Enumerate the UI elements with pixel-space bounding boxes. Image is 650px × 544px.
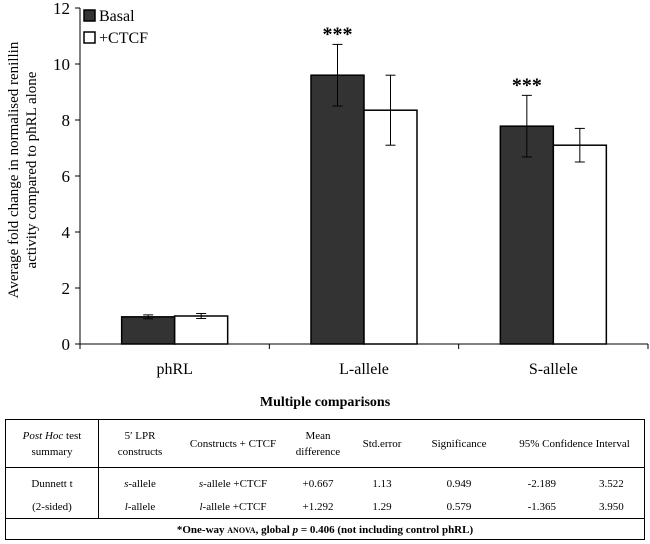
significance-label: *** <box>323 23 353 45</box>
table-header-row: Post Hoc test summary 5′ LPR constructs … <box>6 420 644 468</box>
bar <box>363 109 418 345</box>
test-sided: (2-sided) <box>6 495 99 519</box>
bars: *** *** <box>120 23 608 345</box>
table-footnote-row: *One-way anova, global p = 0.406 (not in… <box>6 518 644 541</box>
comparison-table: Post Hoc test summary 5′ LPR constructs … <box>5 419 645 541</box>
ci-low-cell: -2.189 <box>527 477 557 490</box>
construct-cell: s-allele <box>124 477 156 490</box>
header-stderr: Std.error <box>351 420 413 468</box>
x-tick-label: S-allele <box>529 361 578 378</box>
y-tick-label: 2 <box>62 279 71 298</box>
footnote: *One-way anova, global p = 0.406 (not in… <box>6 518 644 541</box>
header-ci: 95% Confidence Interval <box>505 420 644 468</box>
y-tick-label: 4 <box>62 223 71 242</box>
legend-swatch <box>83 9 96 22</box>
header-significance: Significance <box>413 420 505 468</box>
stderr-cell: 1.29 <box>372 500 392 513</box>
significance-cell: 0.949 <box>446 477 472 490</box>
x-tick-label: L-allele <box>339 361 389 378</box>
mean-cell: +0.667 <box>302 477 334 490</box>
legend: Basal +CTCF <box>83 8 148 47</box>
bar <box>552 144 608 345</box>
table-row: (2-sided) l-allele l-allele +CTCF +1.292… <box>6 495 644 519</box>
significance-label: *** <box>512 74 542 96</box>
stderr-cell: 1.13 <box>372 477 392 490</box>
header-summary: Post Hoc test summary <box>6 420 99 468</box>
legend-swatch <box>83 31 96 44</box>
y-axis-label-line1: Average fold change in normalised renill… <box>6 41 22 298</box>
x-axis: phRL L-allele S-allele <box>79 343 649 378</box>
significance-cell: 0.579 <box>446 500 472 513</box>
ci-low-cell: -1.365 <box>527 500 557 513</box>
y-tick-label: 12 <box>53 0 70 18</box>
ci-high-cell: 3.950 <box>598 500 624 513</box>
test-name: Dunnett t <box>6 467 99 495</box>
bar <box>499 125 555 345</box>
legend-label: +CTCF <box>99 30 148 47</box>
legend-label: Basal <box>99 8 135 25</box>
bar <box>310 74 365 345</box>
ctcf-cell: l-allele +CTCF <box>199 500 267 513</box>
header-mean: Mean difference <box>285 420 351 468</box>
header-ctcf: Constructs + CTCF <box>181 420 285 468</box>
table-row: Dunnett t s-allele s-allele +CTCF +0.667… <box>6 467 644 495</box>
y-axis: 0 2 4 6 8 10 12 <box>53 0 81 354</box>
bar <box>120 316 176 345</box>
bar <box>173 315 229 345</box>
y-tick-label: 6 <box>62 167 71 186</box>
bar-chart: 0 2 4 6 8 10 12 *** *** phRL L-allele S-allele Ba… <box>6 0 649 378</box>
y-tick-label: 8 <box>62 111 71 130</box>
header-constructs: 5′ LPR constructs <box>98 420 181 468</box>
ctcf-cell: s-allele +CTCF <box>198 477 268 490</box>
table-title: Multiple comparisons <box>259 395 391 410</box>
y-tick-label: 10 <box>53 55 70 74</box>
y-tick-label: 0 <box>62 335 71 354</box>
construct-cell: l-allele <box>124 500 156 513</box>
y-axis-label-line2: activity compared to phRL alone <box>24 71 40 268</box>
ci-high-cell: 3.522 <box>598 477 624 490</box>
x-tick-label: phRL <box>156 361 192 378</box>
mean-cell: +1.292 <box>302 500 334 513</box>
